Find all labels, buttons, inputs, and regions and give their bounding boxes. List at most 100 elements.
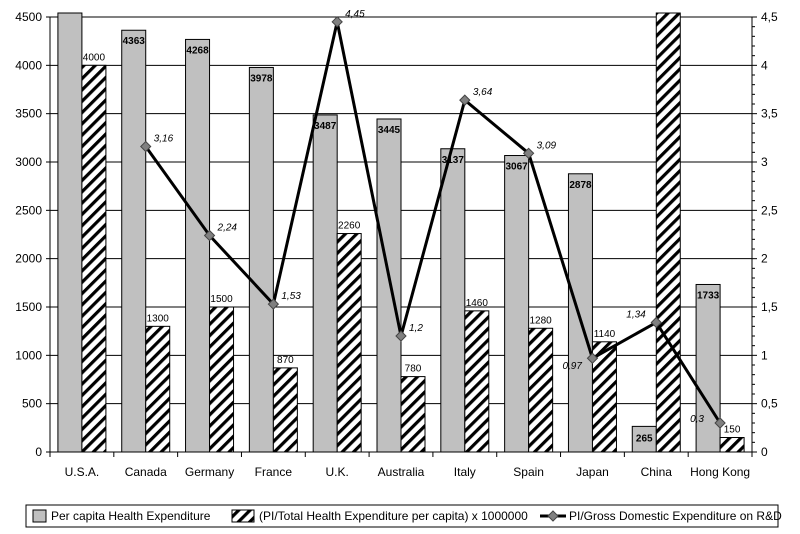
label-pi-rd: 3,09 [537,140,557,151]
label-pi-health: 4000 [83,52,106,63]
left-tick-label: 1500 [15,300,42,314]
marker-pi-rd [395,330,407,342]
label-per-capita: 1733 [697,290,720,301]
marker-pi-rd [586,352,599,364]
marker-pi-rd [714,417,726,429]
marker-pi-rd [331,16,343,28]
marker-pi-rd [267,298,280,310]
label-per-capita: 265 [636,433,653,444]
label-pi-rd: 4,45 [345,9,365,20]
bar-per-capita-France [248,66,274,453]
right-tick-label: 0,5 [761,397,778,411]
bar-pi-health-France [272,367,298,453]
label-pi-health: 2260 [338,221,361,232]
right-tick-label: 2,5 [761,203,778,217]
axes: 0 500 1000 1500 2000 2500 3000 3500 4000 4500 0 0,5… [15,10,778,479]
line-pi-rd [144,21,722,424]
legend-label-pi-health: (PI/Total Health Expenditure per capita)… [259,509,528,523]
label-pi-health: 1500 [210,294,233,305]
marker-pi-rd [140,140,152,153]
bar-per-capita-U.S.A. [57,12,83,453]
bar-per-capita-Spain [504,155,530,453]
category-label: U.K. [326,465,349,479]
bar-per-capita-Italy [440,148,466,453]
bar-pi-health-Japan [591,341,617,453]
label-pi-rd: 2,24 [217,222,238,233]
category-label: Canada [125,465,167,479]
line-series [140,16,726,429]
marker-pi-rd [650,316,662,329]
label-pi-health: 1300 [147,313,170,324]
category-label: Australia [378,465,425,479]
bar-pi-health-Spain [528,327,554,453]
label-per-capita: 3978 [250,73,273,84]
marker-pi-rd [522,147,535,160]
label-pi-rd: 3,64 [473,87,493,98]
label-pi-health: 780 [405,364,422,375]
bar-pi-health-Germany [209,306,235,453]
right-tick-label: 0 [761,445,768,459]
label-pi-rd: 0,97 [562,361,582,372]
label-pi-health: 1460 [466,298,489,309]
label-pi-rd: 0,3 [690,414,704,425]
label-pi-rd: 1,53 [281,291,301,302]
right-tick-label: 1 [761,348,768,362]
legend: Per capita Health Expenditure (PI/Total … [25,504,782,528]
left-tick-label: 0 [35,445,42,459]
left-tick-label: 2000 [15,252,42,266]
left-tick-label: 2500 [15,203,42,217]
label-per-capita: 4363 [123,36,146,47]
bars [57,12,745,453]
left-tick-label: 500 [22,397,42,411]
label-per-capita: 3487 [314,121,337,132]
left-tick-label: 3000 [15,155,42,169]
label-pi-rd: 3,16 [154,134,174,145]
bar-per-capita-Australia [376,118,402,453]
legend-marker-diamond [547,510,559,522]
left-tick-label: 3500 [15,107,42,121]
bar-pi-health-Australia [400,376,426,453]
legend-label-per-capita: Per capita Health Expenditure [51,509,211,523]
right-tick-label: 3 [761,155,768,169]
right-tick-label: 2 [761,252,768,266]
label-pi-health: 870 [277,355,294,366]
bar-pi-health-U.S.A. [81,64,107,453]
bar-pi-health-Canada [145,325,171,453]
category-label: U.S.A. [65,465,100,479]
category-label: Hong Kong [690,465,750,479]
label-pi-health: 1280 [530,315,553,326]
category-label: Spain [513,465,544,479]
bar-per-capita-Germany [185,38,211,453]
legend-swatch-pi-health [231,509,255,523]
right-tick-label: 3,5 [761,107,778,121]
left-tick-label: 1000 [15,348,42,362]
label-pi-rd: 1,34 [626,309,646,320]
left-tick-label: 4000 [15,58,42,72]
bar-per-capita-U.K. [312,114,338,453]
bar-per-capita-Hong Kong [695,283,721,453]
category-label: China [641,465,673,479]
left-tick-label: 4500 [15,10,42,24]
label-per-capita: 3445 [378,125,401,136]
right-tick-label: 4 [761,58,768,72]
label-pi-health: 1140 [594,329,616,340]
bar-per-capita-Canada [121,29,147,453]
category-label: France [255,465,293,479]
bar-pi-health-U.K. [336,233,362,453]
label-pi-rd: 1,2 [409,323,423,334]
bar-per-capita-Japan [567,173,593,453]
label-pi-health: 150 [724,425,741,436]
marker-pi-rd [459,94,471,106]
bar-pi-health-Italy [464,310,490,453]
label-per-capita: 2878 [569,180,592,191]
right-tick-label: 1,5 [761,300,778,314]
bar-pi-health-Hong Kong [719,437,745,453]
category-label: Germany [185,465,234,479]
marker-pi-rd [203,229,216,242]
legend-swatch-per-capita [32,509,47,523]
label-per-capita: 4268 [186,45,209,56]
legend-label-pi-rd: PI/Gross Domestic Expenditure on R&D [569,509,782,523]
category-label: Italy [454,465,476,479]
data-labels: 4000 4363 1300 4268 1500 3978 870 3487 2260 3445 7… [83,9,741,445]
